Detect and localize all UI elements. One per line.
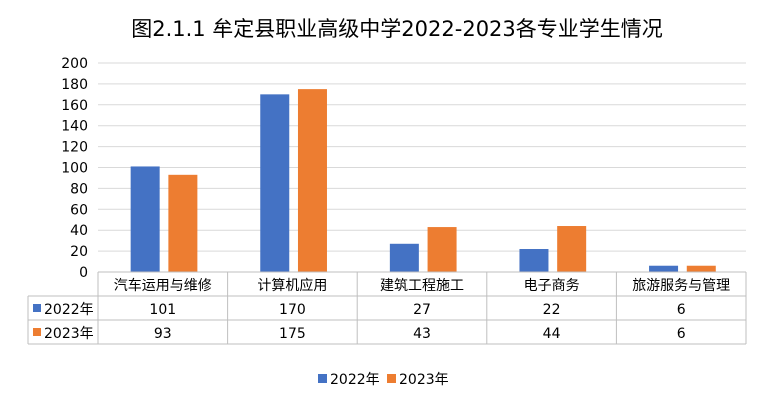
bar-2023-4 [686,265,716,272]
bar-2023-3 [557,226,587,272]
y-tick-label: 80 [70,181,88,197]
legend: 2022年 2023年 [318,372,449,388]
data-label: 43 [413,326,431,342]
gridlines [98,62,746,252]
bar-2023-1 [297,89,327,272]
x-tick-label: 汽车运用与维修 [114,277,212,294]
y-tick-label: 200 [61,56,88,72]
legend-key-icon [33,328,41,336]
data-label: 22 [543,302,561,318]
bar-2022-2 [389,243,419,272]
chart-title: 图2.1.1 牟定县职业高级中学2022-2023各专业学生情况 [131,17,663,41]
data-label: 44 [543,326,561,342]
data-table: 汽车运用与维修 计算机应用 建筑工程施工 电子商务 旅游服务与管理 2022年 101 170… [27,271,747,345]
y-tick-label: 20 [70,244,88,260]
y-tick-label: 140 [61,119,88,135]
bars [130,89,716,272]
bar-2022-3 [519,249,549,272]
legend-label: 2022年 [330,372,380,388]
series-label: 2023年 [44,326,94,342]
data-label: 175 [279,326,306,342]
series-label: 2022年 [44,302,94,318]
data-label: 27 [413,302,431,318]
x-tick-label: 旅游服务与管理 [632,278,730,294]
data-label: 170 [279,302,306,318]
legend-swatch-icon [387,374,396,383]
legend-key-icon [33,304,41,312]
data-label: 6 [677,302,686,318]
y-tick-label: 120 [61,140,88,156]
bar-2022-1 [260,94,290,272]
bar-2023-0 [168,174,198,272]
x-tick-label: 电子商务 [524,278,580,294]
bar-2023-2 [427,227,457,272]
legend-swatch-icon [318,374,327,383]
bar-2022-0 [130,166,160,272]
x-tick-label: 计算机应用 [257,277,327,294]
y-tick-label: 160 [61,98,88,114]
data-label: 6 [677,326,686,342]
data-label: 101 [149,302,176,318]
y-tick-label: 100 [61,161,88,177]
x-tick-label: 建筑工程施工 [380,278,464,294]
y-tick-label: 40 [70,223,88,239]
y-axis-ticks: 0 20 40 60 80 100 120 140 160 180 200 [61,56,88,281]
legend-label: 2023年 [399,372,449,388]
data-label: 93 [154,326,172,342]
y-tick-label: 0 [79,265,88,281]
y-tick-label: 180 [61,77,88,93]
bar-2022-4 [649,265,679,272]
y-tick-label: 60 [70,202,88,218]
